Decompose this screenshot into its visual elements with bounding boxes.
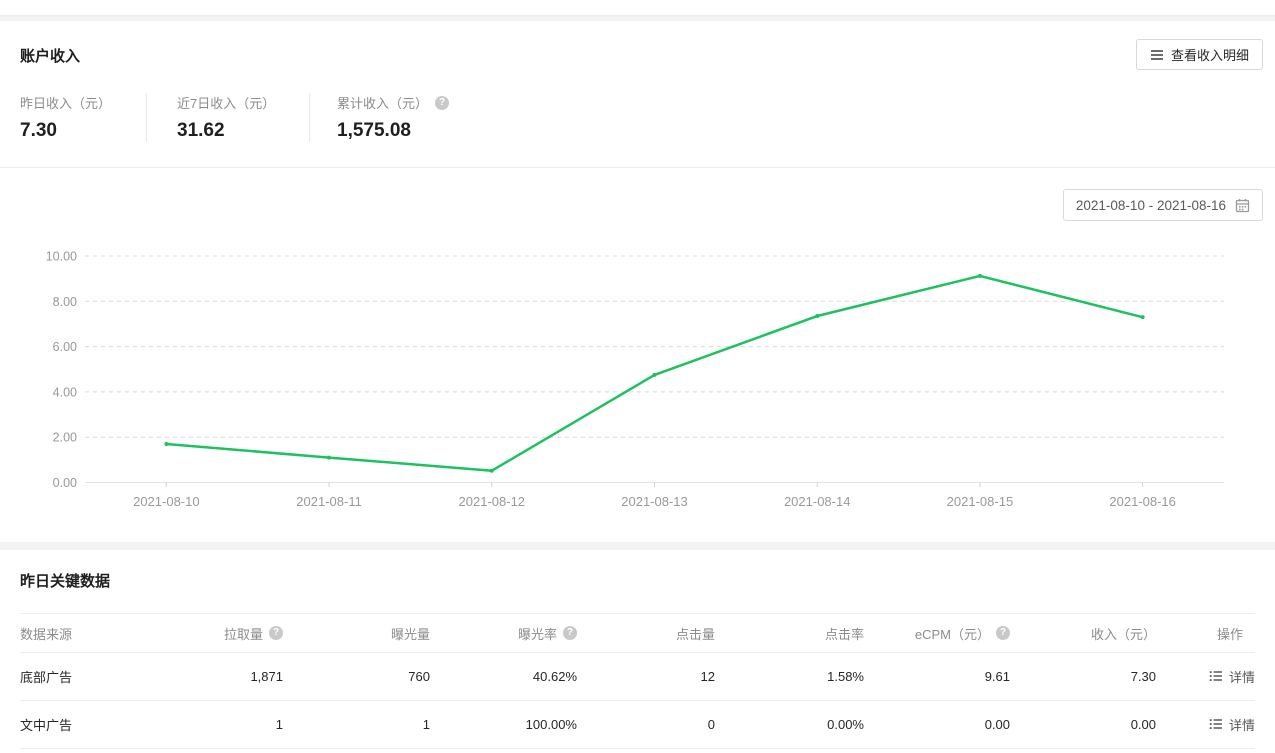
- table-cell: 1,871: [180, 652, 283, 701]
- income-stat: 近7日收入（元） 31.62: [147, 93, 310, 142]
- y-axis-tick-label: 0.00: [53, 476, 77, 490]
- stat-label: 昨日收入（元）: [20, 96, 112, 111]
- y-axis-tick-label: 2.00: [53, 431, 77, 445]
- table-cell: 1.58%: [715, 652, 864, 701]
- y-axis-tick-label: 6.00: [53, 340, 77, 354]
- view-income-detail-button[interactable]: 查看收入明细: [1135, 39, 1263, 70]
- income-stats: 昨日收入（元） 7.30 近7日收入（元） 31.62 累计收入（元）? 1,575.08: [0, 93, 1275, 142]
- y-axis-tick-label: 8.00: [53, 295, 77, 309]
- table-cell: 7.30: [1010, 652, 1156, 701]
- column-header: 曝光率?: [430, 613, 577, 653]
- table-cell: 底部广告: [20, 652, 180, 701]
- column-header: 操作: [1156, 613, 1255, 653]
- table-cell: 0: [577, 700, 715, 749]
- column-header: 收入（元）: [1010, 613, 1156, 653]
- date-range-picker[interactable]: 2021-08-10 - 2021-08-16: [1062, 189, 1263, 221]
- data-point: [977, 273, 982, 278]
- column-header: 点击量: [577, 613, 715, 653]
- table-cell: 0.00%: [715, 700, 864, 749]
- account-income-title: 账户收入: [20, 48, 81, 65]
- table-cell: 文中广告: [20, 700, 180, 749]
- table-row: 底部广告 1,871 760 40.62% 12 1.58% 9.61 7.30 详情: [20, 652, 1255, 701]
- help-icon[interactable]: ?: [269, 626, 283, 640]
- x-axis-tick-label: 2021-08-12: [459, 494, 526, 509]
- column-header: 点击率: [715, 613, 864, 653]
- stat-value: 7.30: [20, 120, 57, 141]
- top-strip: [0, 0, 1275, 16]
- help-icon[interactable]: ?: [996, 626, 1010, 640]
- stat-label: 近7日收入（元）: [177, 96, 276, 111]
- data-point: [652, 372, 657, 377]
- help-icon[interactable]: ?: [435, 95, 450, 110]
- x-axis-tick-label: 2021-08-13: [621, 494, 688, 509]
- stat-value: 1,575.08: [337, 120, 411, 141]
- table-cell: 0.00: [1010, 700, 1156, 749]
- detail-list-icon: [1209, 717, 1223, 731]
- column-header: 数据来源: [20, 613, 180, 653]
- data-point: [489, 468, 494, 473]
- data-point: [1140, 315, 1145, 320]
- detail-link[interactable]: 详情: [1209, 715, 1255, 734]
- yesterday-key-data-card: 昨日关键数据 数据来源 拉取量? 曝光量 曝光率? 点击量 点击率 eCPM（元）? 收入（元…: [0, 550, 1275, 753]
- table-cell: 12: [577, 652, 715, 701]
- x-axis-tick-label: 2021-08-16: [1109, 494, 1176, 509]
- x-axis-tick-label: 2021-08-15: [947, 494, 1014, 509]
- x-axis-tick-label: 2021-08-10: [133, 494, 200, 509]
- stat-value: 31.62: [177, 120, 225, 141]
- table-cell: 760: [283, 652, 430, 701]
- detail-list-icon: [1209, 669, 1223, 683]
- table-cell: 9.61: [864, 652, 1010, 701]
- table-header-row: 数据来源 拉取量? 曝光量 曝光率? 点击量 点击率 eCPM（元）? 收入（元） 操作: [20, 613, 1255, 653]
- x-axis-tick-label: 2021-08-14: [784, 494, 851, 509]
- column-header: 拉取量?: [180, 613, 283, 653]
- detail-link[interactable]: 详情: [1209, 667, 1255, 686]
- account-income-card: 账户收入 查看收入明细 昨日收入（元） 7.30 近7日收入（元） 31.62 累计收入…: [0, 21, 1275, 542]
- key-data-title: 昨日关键数据: [20, 573, 111, 590]
- list-menu-icon: [1150, 48, 1164, 62]
- income-stat: 累计收入（元）? 1,575.08: [310, 93, 450, 142]
- income-line-chart: 0.00 2.00 4.00 6.00 8.00 10.00 2021-08-10 2021-…: [46, 250, 1224, 509]
- table-cell: 1: [180, 700, 283, 749]
- table-cell: 40.62%: [430, 652, 577, 701]
- view-income-detail-label: 查看收入明细: [1170, 48, 1249, 63]
- key-data-table: 数据来源 拉取量? 曝光量 曝光率? 点击量 点击率 eCPM（元）? 收入（元） 操作 底部广…: [20, 613, 1255, 749]
- section-divider: [0, 167, 1275, 168]
- x-axis-tick-label: 2021-08-11: [296, 494, 362, 509]
- stat-label: 累计收入（元）?: [337, 93, 450, 112]
- data-point: [164, 441, 169, 446]
- y-axis-tick-label: 4.00: [53, 385, 77, 399]
- income-stat: 昨日收入（元） 7.30: [20, 93, 147, 142]
- calendar-icon: [1235, 198, 1250, 213]
- y-axis-tick-label: 10.00: [46, 250, 77, 264]
- date-range-value: 2021-08-10 - 2021-08-16: [1075, 197, 1226, 213]
- column-header: 曝光量: [283, 613, 430, 653]
- table-cell: 1: [283, 700, 430, 749]
- data-point: [815, 314, 820, 319]
- table-cell: 0.00: [864, 700, 1010, 749]
- data-point: [327, 455, 332, 460]
- help-icon[interactable]: ?: [563, 626, 577, 640]
- table-row: 文中广告 1 1 100.00% 0 0.00% 0.00 0.00 详情: [20, 700, 1255, 749]
- column-header: eCPM（元）?: [864, 613, 1010, 653]
- table-cell: 100.00%: [430, 700, 577, 749]
